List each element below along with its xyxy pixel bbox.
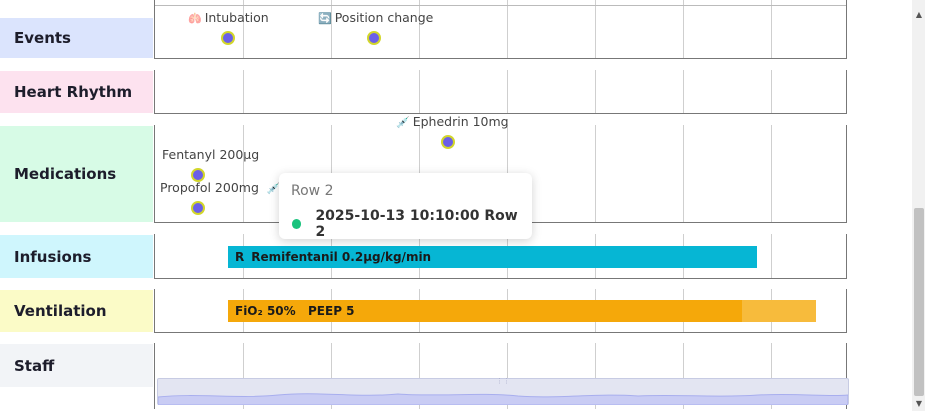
syringe-icon: 💉 [266,182,281,195]
medication-label-propofol: Propofol 200mg 💉 [160,180,281,195]
row-label-medications: Medications [0,126,153,222]
tooltip-body: 2025-10-13 10:10:00 Row 2 [291,208,520,240]
infusion-bar-remifentanil[interactable]: R Remifentanil 0.2μg/kg/min [228,246,757,268]
navigator-overview-sparkline [158,393,848,405]
event-marker-intubation[interactable] [221,31,235,45]
medication-marker-propofol[interactable] [191,201,205,215]
medication-marker-ephedrin[interactable] [441,135,455,149]
ventilation-bar-peep[interactable]: PEEP 5 [301,300,742,322]
row-label-heart-rhythm: Heart Rhythm [0,71,153,113]
scroll-down-icon[interactable]: ▼ [915,399,923,408]
syringe-icon: 💉 [396,116,410,129]
infusion-bar-label: Remifentanil 0.2μg/kg/min [251,250,432,264]
medication-marker-fentanyl[interactable] [191,168,205,182]
infusion-bar-prefix: R [235,250,245,264]
events-timeline-panel [154,0,847,59]
timeline-navigator[interactable]: ⋮⋮ [157,377,849,405]
lungs-icon: 🫁 [188,12,202,25]
heart-rhythm-timeline-panel [154,70,847,114]
staff-timeline-panel [154,343,847,409]
medication-label-ephedrin: 💉 Ephedrin 10mg [396,114,509,129]
tooltip-series-dot [292,219,302,229]
reposition-icon: 🔄 [318,12,332,25]
event-label-position-change: 🔄 Position change [318,10,434,25]
event-marker-position-change[interactable] [367,31,381,45]
navigator-handle[interactable]: ⋮⋮ [496,377,510,385]
event-label-intubation: 🫁 Intubation [188,10,269,25]
ventilation-peep-label: PEEP 5 [308,304,355,318]
row-label-ventilation: Ventilation [0,290,153,332]
scrollbar-thumb[interactable] [914,208,924,396]
medication-label-fentanyl: Fentanyl 200μg [162,147,260,162]
row-label-infusions: Infusions [0,235,153,278]
ventilation-fio2-label: FiO₂ 50% [235,304,296,318]
tooltip-title: Row 2 [291,183,334,199]
ventilation-bar-tail[interactable] [742,300,816,322]
row-label-events: Events [0,18,153,58]
chart-tooltip: Row 2 2025-10-13 10:10:00 Row 2 [279,173,532,240]
scroll-up-icon[interactable]: ▲ [915,10,923,19]
ventilation-bar-fio2[interactable]: FiO₂ 50% [228,300,301,322]
row-label-staff: Staff [0,344,153,387]
tooltip-value: 2025-10-13 10:10:00 Row 2 [315,208,518,240]
